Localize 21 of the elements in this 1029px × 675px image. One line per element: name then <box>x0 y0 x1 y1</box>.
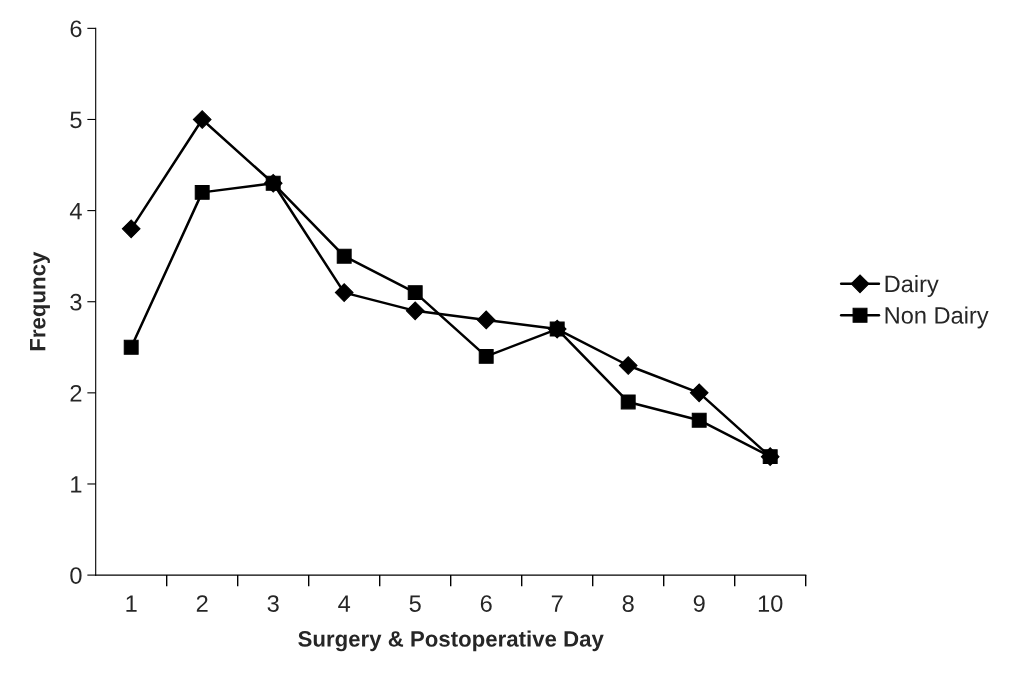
x-tick-label: 9 <box>693 595 705 612</box>
x-axis-title: Surgery & Postoperative Day <box>298 630 604 652</box>
x-tick-label: 6 <box>480 595 492 612</box>
y-axis-title: Frequncy <box>30 251 50 351</box>
x-tick-label: 2 <box>196 595 208 612</box>
y-tick-label: 4 <box>69 202 82 220</box>
x-tick-label: 1 <box>126 595 137 612</box>
y-tick-label: 3 <box>70 293 82 311</box>
x-tick-label: 4 <box>338 595 351 612</box>
y-tick-label: 1 <box>71 476 82 493</box>
legend-label: Dairy <box>885 274 939 297</box>
x-tick-label: 5 <box>409 595 421 612</box>
legend-label: Non Dairy <box>885 306 989 329</box>
y-tick-label: 5 <box>70 111 82 129</box>
y-tick-label: 0 <box>70 567 82 584</box>
y-tick-label: 6 <box>70 20 82 38</box>
y-tick-label: 2 <box>70 384 82 402</box>
x-tick-label: 3 <box>267 595 279 612</box>
x-tick-label: 10 <box>758 595 783 612</box>
x-tick-label: 8 <box>622 595 634 612</box>
x-tick-label: 7 <box>551 595 563 612</box>
